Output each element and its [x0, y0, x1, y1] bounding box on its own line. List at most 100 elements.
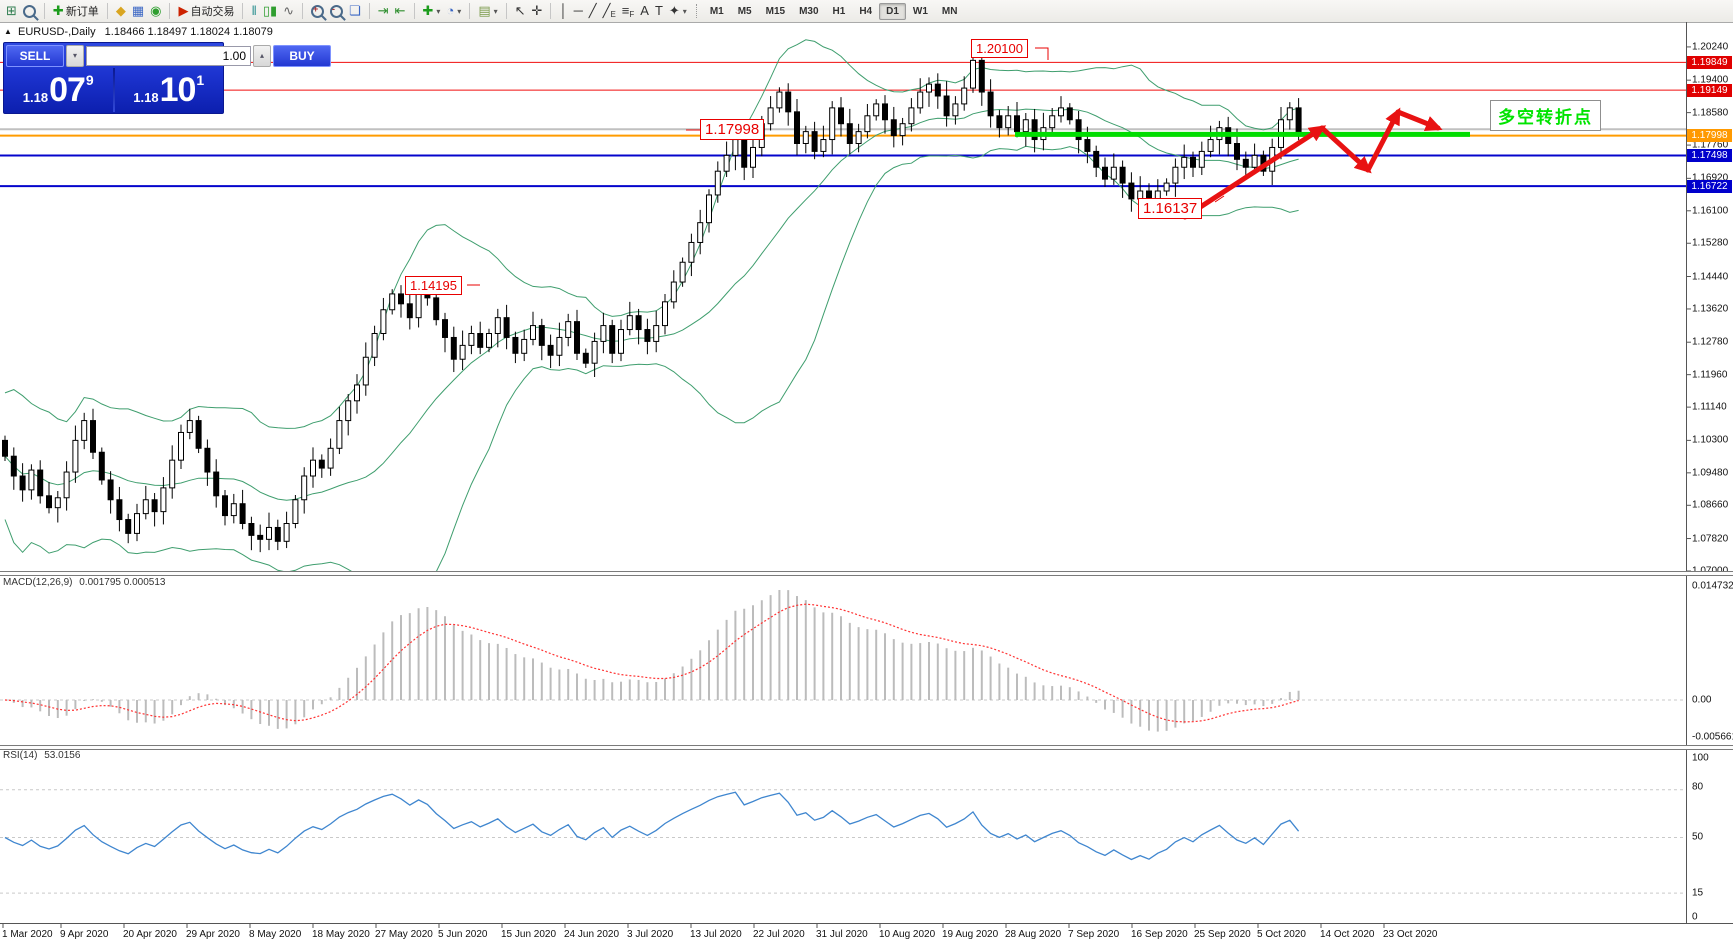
price-label-resistance[interactable]: 1.17998 [700, 119, 765, 140]
tile-windows-icon: ❏ [349, 3, 361, 18]
toolbar-grip[interactable] [695, 4, 700, 18]
indicator-axis-tick: 0.014732 [1692, 580, 1733, 592]
sell-button[interactable]: SELL [6, 45, 64, 67]
label-button[interactable]: T [652, 3, 666, 19]
zoom-out-icon: - [330, 4, 344, 18]
toolbar-separator [469, 3, 471, 19]
signals-button[interactable]: ◉ [147, 3, 164, 19]
price-tick: 1.16920 [1692, 172, 1729, 184]
vline-button[interactable]: │ [556, 3, 570, 19]
new-chart-icon: ⊞ [6, 3, 17, 18]
indicator-axis-tick: 0.00 [1692, 694, 1712, 706]
volume-input[interactable] [86, 46, 251, 66]
bar-chart-button[interactable]: ‖ [248, 3, 259, 19]
price-label-june-high[interactable]: 1.14195 [405, 276, 462, 295]
sell-price[interactable]: 1.18 07 9 [4, 68, 113, 112]
chart-shift-button[interactable]: ⇤ [392, 3, 409, 19]
price-label-low[interactable]: 1.16137 [1138, 198, 1203, 219]
text-button[interactable]: A [637, 3, 652, 19]
timeframe-m30[interactable]: M30 [799, 5, 819, 17]
timeframe-d1[interactable]: D1 [879, 2, 906, 20]
fibonacci-icon: ≡ [621, 3, 630, 18]
timeframe-m15[interactable]: M15 [765, 5, 786, 17]
indicators-button[interactable]: ✚ ▾ [420, 3, 444, 19]
signals-icon: ◉ [150, 3, 162, 18]
chevron-down-icon[interactable]: ▾ [682, 6, 687, 16]
volume-increase-button[interactable]: ▴ [253, 45, 271, 67]
auto-scroll-icon: ⇥ [377, 3, 389, 18]
zoom-in-button[interactable]: + [308, 4, 327, 19]
date-tick: 24 Jun 2020 [564, 929, 620, 940]
buy-button[interactable]: BUY [273, 45, 331, 67]
chevron-down-icon[interactable]: ▾ [436, 6, 441, 16]
preview-button[interactable] [20, 4, 39, 19]
indicator-axis-tick: -0.005661 [1692, 731, 1733, 743]
date-tick: 5 Oct 2020 [1257, 929, 1306, 940]
main-toolbar: ⊞ ✚ 新订单 ◆ ▦ ◉ ▶ 自动交易 ‖ ▯▮ ∿ + - ❏ ⇥ ⇤ ✚ ▾ ◔ ▾ ▤ ▾ ↖ ✛ │ ─ ╱ ╱ E ≡ F A T ✦… [0, 0, 1733, 23]
date-tick: 16 Sep 2020 [1131, 929, 1188, 940]
timeframe-h4[interactable]: H4 [859, 5, 873, 17]
price-divider [112, 68, 115, 112]
channel-icon: ╱ [602, 3, 611, 18]
clock-button[interactable]: ◔ ▾ [443, 3, 464, 19]
timeframe-m1[interactable]: M1 [709, 5, 724, 17]
macd-panel-separator[interactable] [0, 571, 1733, 576]
text-icon: A [640, 3, 649, 18]
price-tick: 1.12780 [1692, 336, 1729, 348]
date-tick: 27 May 2020 [375, 929, 433, 940]
date-tick: 20 Apr 2020 [123, 929, 177, 940]
templates-icon: ▤ [478, 3, 491, 18]
toolbar-separator [550, 3, 552, 19]
price-label-high[interactable]: 1.20100 [971, 39, 1028, 58]
timeframe-m5[interactable]: M5 [737, 5, 752, 17]
symbol-marker-icon: ▲ [4, 27, 12, 36]
fibonacci-button[interactable]: ≡ F [619, 3, 637, 20]
templates-button[interactable]: ▤ ▾ [475, 3, 500, 19]
channel-button[interactable]: ╱ E [600, 3, 619, 20]
price-tick: 1.18580 [1692, 107, 1729, 119]
timeframe-mn[interactable]: MN [941, 5, 958, 17]
indicator-axis-tick: 15 [1692, 887, 1704, 899]
chevron-down-icon[interactable]: ▾ [457, 6, 462, 16]
cursor-button[interactable]: ↖ [512, 3, 529, 19]
buy-price[interactable]: 1.18 10 1 [115, 68, 224, 112]
price-line-badge: 1.16722 [1687, 179, 1732, 193]
new-chart-button[interactable]: ⊞ [3, 3, 20, 19]
auto-scroll-button[interactable]: ⇥ [375, 3, 392, 19]
buy-price-big: 10 [159, 70, 197, 109]
new-order-button[interactable]: ✚ 新订单 [50, 2, 102, 20]
trendline-button[interactable]: ╱ [586, 3, 600, 19]
shapes-button[interactable]: ✦ ▾ [666, 3, 690, 19]
toolbar-separator [302, 3, 304, 19]
candlestick-chart-button[interactable]: ▯▮ [260, 3, 280, 19]
symbol-period-label: EURUSD-,Daily [17, 26, 96, 38]
rsi-panel-separator[interactable] [0, 745, 1733, 750]
line-chart-button[interactable]: ∿ [280, 3, 297, 19]
sell-price-big: 07 [49, 70, 86, 109]
crosshair-button[interactable]: ✛ [529, 3, 546, 19]
buy-price-small: 1.18 [133, 90, 159, 105]
clock-icon: ◔ [446, 3, 455, 18]
price-line-badge: 1.17998 [1687, 129, 1732, 143]
autotrading-button[interactable]: ▶ 自动交易 [175, 2, 237, 20]
price-line-badge: 1.17498 [1687, 148, 1732, 162]
tile-windows-button[interactable]: ❏ [346, 3, 364, 19]
label-icon: T [654, 3, 663, 18]
buy-price-sup: 1 [196, 72, 205, 88]
vline-icon: │ [559, 3, 568, 18]
chevron-down-icon[interactable]: ▾ [493, 6, 498, 16]
volume-decrease-button[interactable]: ▾ [66, 45, 84, 67]
autotrading-icon: ▶ [178, 3, 189, 18]
timeframe-w1[interactable]: W1 [912, 5, 928, 17]
timeframe-h1[interactable]: H1 [832, 5, 846, 17]
ohlc-values: 1.18466 1.18497 1.18024 1.18079 [104, 26, 273, 38]
metaeditor-button[interactable]: ◆ [113, 3, 129, 19]
turning-point-note[interactable]: 多空转折点 [1490, 100, 1601, 131]
date-tick: 29 Apr 2020 [186, 929, 240, 940]
zoom-out-button[interactable]: - [327, 4, 346, 19]
terminal-button[interactable]: ▦ [129, 3, 147, 19]
hline-button[interactable]: ─ [571, 3, 586, 19]
date-tick: 28 Aug 2020 [1005, 929, 1062, 940]
sell-price-sup: 9 [85, 72, 94, 88]
